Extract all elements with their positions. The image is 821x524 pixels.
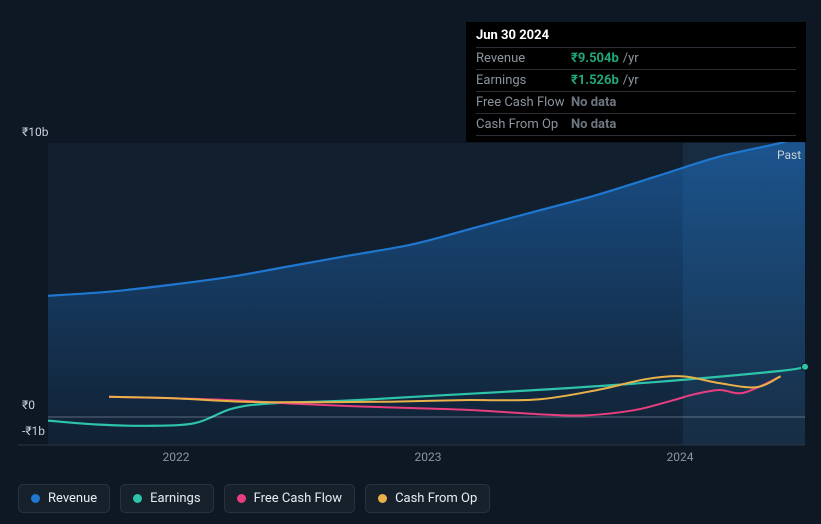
financial-history-chart: ₹10b ₹0 -₹1b 2022 2023 2024 Past Jun 30 … <box>0 0 821 524</box>
tooltip-row: Revenue₹9.504b/yr <box>476 47 796 69</box>
tooltip-row-label: Earnings <box>476 73 571 88</box>
y-axis-label: ₹10b <box>22 125 48 139</box>
tooltip-row-label: Free Cash Flow <box>476 95 571 110</box>
legend-item-cash-from-op[interactable]: Cash From Op <box>365 484 490 513</box>
tooltip-row-value: No data <box>571 117 616 132</box>
tooltip-row: Cash From OpNo data <box>476 113 796 136</box>
tooltip-row: Earnings₹1.526b/yr <box>476 69 796 91</box>
legend-dot-icon <box>378 494 387 503</box>
tooltip-row: Free Cash FlowNo data <box>476 91 796 113</box>
tooltip-row-value: ₹1.526b <box>571 73 619 88</box>
legend-item-label: Cash From Op <box>395 491 477 506</box>
legend-item-earnings[interactable]: Earnings <box>120 484 213 513</box>
legend-item-label: Free Cash Flow <box>254 491 342 506</box>
tooltip-row-value: No data <box>571 95 616 110</box>
legend-dot-icon <box>31 494 40 503</box>
legend-item-revenue[interactable]: Revenue <box>18 484 110 513</box>
x-axis-label: 2022 <box>163 450 190 464</box>
past-indicator: Past <box>777 148 801 162</box>
tooltip-date: Jun 30 2024 <box>476 28 796 47</box>
chart-legend: Revenue Earnings Free Cash Flow Cash From O… <box>18 484 490 513</box>
legend-dot-icon <box>237 494 246 503</box>
y-axis-label: -₹1b <box>22 424 45 438</box>
tooltip-row-value: ₹9.504b <box>571 51 619 66</box>
tooltip-row-label: Cash From Op <box>476 117 571 132</box>
tooltip-row-suffix: /yr <box>623 51 639 66</box>
tooltip-row-suffix: /yr <box>623 73 639 88</box>
legend-item-label: Earnings <box>150 491 200 506</box>
legend-item-free-cash-flow[interactable]: Free Cash Flow <box>224 484 355 513</box>
chart-tooltip: Jun 30 2024 Revenue₹9.504b/yrEarnings₹1.… <box>466 22 806 142</box>
legend-item-label: Revenue <box>48 491 97 506</box>
y-axis-label: ₹0 <box>22 398 35 412</box>
tooltip-row-label: Revenue <box>476 51 571 66</box>
x-axis-label: 2024 <box>667 450 694 464</box>
legend-dot-icon <box>133 494 142 503</box>
x-axis-label: 2023 <box>415 450 442 464</box>
